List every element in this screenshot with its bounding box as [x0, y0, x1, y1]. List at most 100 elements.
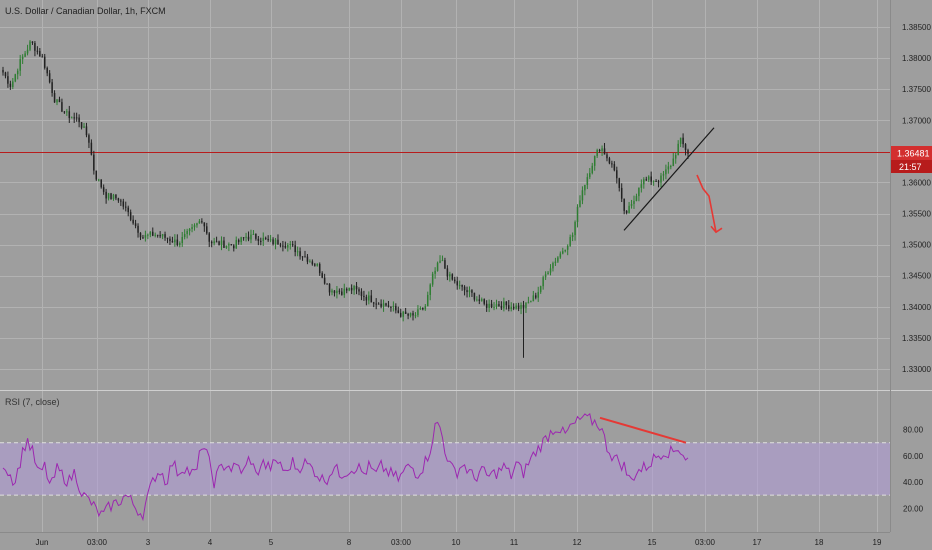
candle-down	[39, 51, 41, 57]
candle-up	[179, 243, 181, 246]
bearish-arrow	[696, 174, 717, 233]
candle-down	[684, 144, 687, 151]
time-tick-label: Jun	[36, 538, 49, 547]
candle-up	[235, 239, 238, 249]
candle-down	[461, 285, 463, 287]
candle-up	[579, 200, 581, 207]
candles	[2, 40, 689, 358]
candle-down	[328, 283, 331, 293]
time-tick-label: 8	[347, 538, 352, 547]
candle-down	[407, 313, 409, 316]
rsi-axis[interactable]: 80.00 60.00 40.00 20.00	[903, 426, 924, 514]
candle-up	[476, 299, 478, 301]
candle-up	[527, 302, 530, 304]
candle-up	[677, 143, 679, 156]
price-axis[interactable]: 1.38500 1.38000 1.37500 1.37000 1.36000 1.355…	[902, 23, 931, 374]
candle-down	[93, 154, 95, 171]
candle-down	[608, 158, 611, 164]
candle-down	[505, 301, 508, 306]
candle-up	[547, 272, 549, 275]
candle-up	[488, 303, 490, 308]
candle-down	[58, 99, 61, 103]
candle-down	[34, 42, 36, 51]
candle-up	[667, 166, 670, 170]
candle-down	[338, 290, 341, 292]
rsi-divergence-line	[599, 416, 687, 444]
candle-down	[306, 256, 309, 262]
candle-up	[662, 174, 665, 176]
candle-down	[230, 244, 233, 246]
candle-down	[365, 296, 368, 301]
candle-up	[368, 295, 370, 301]
candle-down	[498, 304, 500, 306]
candle-down	[85, 126, 88, 136]
price-tick-label: 1.38500	[902, 23, 931, 32]
candle-down	[164, 234, 166, 238]
candle-down	[650, 176, 652, 182]
candle-down	[358, 289, 360, 292]
candle-down	[102, 187, 105, 192]
candle-up	[589, 173, 591, 178]
candle-down	[603, 148, 606, 155]
time-tick-label: 12	[573, 538, 582, 547]
candle-down	[500, 305, 503, 309]
candle-down	[360, 291, 363, 296]
candle-down	[483, 299, 485, 304]
candle-up	[643, 179, 645, 185]
candle-up	[269, 239, 272, 241]
candle-down	[152, 231, 154, 236]
candle-up	[353, 285, 355, 291]
price-annotations	[623, 127, 723, 234]
candle-up	[569, 237, 571, 246]
candle-down	[377, 303, 380, 305]
candle-up	[183, 234, 186, 238]
candle-down	[625, 210, 628, 213]
candle-down	[490, 303, 493, 308]
candle-down	[264, 237, 267, 239]
candle-down	[255, 233, 257, 239]
candle-down	[466, 290, 468, 293]
support-trendline	[623, 127, 715, 231]
candle-up	[591, 165, 594, 174]
candle-down	[120, 200, 122, 202]
candle-down	[41, 56, 44, 58]
candle-up	[503, 301, 505, 309]
candle-down	[687, 150, 689, 154]
candle-down	[512, 306, 515, 309]
time-axis[interactable]: Jun 03:00 3 4 5 8 03:00 10 11 12 15 03:00 17 18 19	[36, 538, 882, 547]
candle-down	[682, 137, 684, 145]
rsi-tick-label: 60.00	[903, 452, 924, 461]
candle-up	[144, 235, 147, 238]
candle-up	[198, 221, 201, 224]
candle-up	[670, 166, 672, 168]
candle-down	[301, 256, 304, 258]
candle-down	[122, 201, 125, 207]
candle-up	[348, 287, 350, 291]
candle-up	[581, 190, 584, 201]
candle-up	[530, 301, 532, 303]
candle-up	[252, 233, 255, 235]
candle-down	[43, 56, 46, 68]
countdown-badge	[891, 160, 932, 173]
time-tick-label: 18	[815, 538, 824, 547]
candle-down	[451, 274, 454, 280]
candle-up	[174, 239, 176, 243]
candle-down	[485, 303, 488, 308]
candle-down	[267, 238, 269, 241]
candle-up	[147, 234, 149, 236]
candle-down	[142, 237, 144, 239]
candle-up	[542, 277, 544, 287]
candle-down	[473, 292, 476, 300]
candle-up	[70, 117, 73, 119]
candle-up	[12, 81, 14, 87]
candle-down	[272, 239, 274, 245]
price-panel	[0, 40, 890, 358]
candle-down	[48, 73, 51, 83]
candle-down	[73, 117, 75, 119]
candle-up	[245, 236, 247, 238]
candle-down	[260, 240, 262, 242]
candle-down	[284, 245, 287, 248]
time-tick-label: 03:00	[391, 538, 412, 547]
candle-up	[679, 137, 682, 144]
